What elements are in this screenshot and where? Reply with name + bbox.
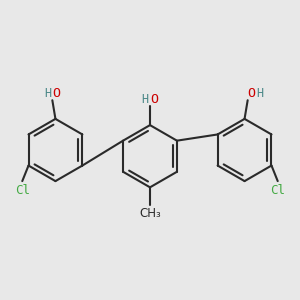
Text: CH₃: CH₃ — [139, 207, 161, 220]
Text: O: O — [248, 87, 256, 100]
Text: H: H — [44, 87, 51, 100]
Text: O: O — [52, 87, 60, 100]
Text: Cl: Cl — [15, 184, 30, 196]
Text: Cl: Cl — [270, 184, 285, 196]
Text: H: H — [142, 93, 149, 106]
Text: H: H — [256, 87, 263, 100]
Text: O: O — [150, 93, 158, 106]
